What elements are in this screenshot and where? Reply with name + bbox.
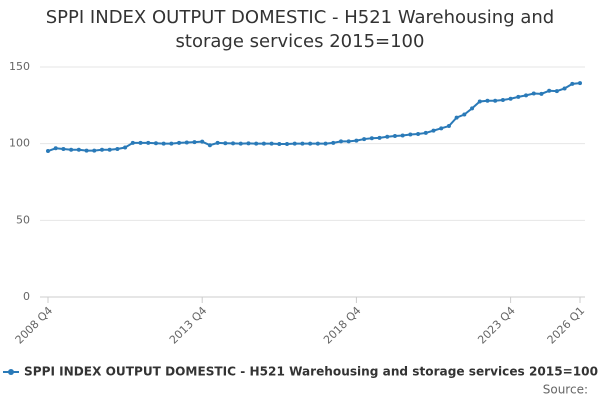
point: [562, 86, 567, 91]
point: [439, 126, 444, 131]
point: [508, 96, 513, 101]
point: [547, 88, 552, 93]
point: [115, 147, 120, 152]
point: [554, 89, 559, 94]
point: [69, 147, 74, 152]
point: [138, 140, 143, 145]
point: [578, 81, 582, 86]
point: [485, 98, 490, 103]
chart-title: SPPI INDEX OUTPUT DOMESTIC - H521 Wareho…: [45, 7, 555, 52]
point: [362, 137, 367, 142]
point: [254, 141, 259, 146]
point: [331, 140, 336, 145]
point: [477, 99, 482, 104]
point: [92, 148, 97, 153]
point: [400, 133, 405, 138]
source: Source:: [543, 383, 588, 397]
point: [84, 148, 89, 153]
point: [223, 141, 228, 146]
point: [516, 94, 521, 99]
point: [99, 147, 104, 152]
point: [369, 136, 374, 141]
point: [354, 138, 359, 143]
y-tick-label: 50: [16, 213, 30, 226]
y-tick-label: 100: [9, 137, 30, 150]
point: [408, 132, 413, 137]
point: [46, 149, 50, 154]
x-tick-label: 2023 Q4: [475, 304, 518, 347]
point: [500, 97, 505, 102]
point: [454, 115, 459, 120]
x-tick-label: 2026 Q1: [545, 304, 588, 347]
point: [377, 135, 382, 140]
point: [231, 141, 236, 146]
point: [261, 141, 266, 146]
point: [338, 139, 343, 144]
point: [446, 124, 451, 129]
x-tick-label: 2008 Q4: [13, 304, 56, 347]
point: [292, 141, 297, 146]
point: [215, 140, 220, 145]
x-tick-label: 2018 Q4: [321, 304, 364, 347]
point: [531, 91, 536, 96]
point: [524, 93, 529, 98]
y-tick-label: 150: [9, 60, 30, 73]
point: [153, 141, 158, 146]
point: [570, 81, 575, 86]
point: [184, 140, 189, 145]
point: [61, 147, 66, 152]
point: [285, 141, 290, 146]
point: [269, 141, 274, 146]
point: [200, 139, 205, 144]
point: [277, 141, 282, 146]
point: [53, 146, 58, 151]
point: [385, 134, 390, 139]
point: [462, 112, 467, 117]
point: [539, 91, 544, 96]
point: [169, 141, 174, 146]
point: [346, 139, 351, 144]
point: [192, 140, 197, 145]
point: [107, 147, 112, 152]
point: [470, 106, 475, 111]
legend-marker: [8, 369, 14, 375]
point: [130, 140, 135, 145]
point: [493, 98, 498, 103]
point: [207, 143, 212, 148]
point: [423, 130, 428, 135]
point: [416, 132, 421, 137]
point: [177, 140, 182, 145]
legend-label: SPPI INDEX OUTPUT DOMESTIC - H521 Wareho…: [24, 365, 598, 379]
point: [300, 141, 305, 146]
point: [323, 141, 328, 146]
point: [431, 128, 436, 133]
point: [146, 140, 151, 145]
point: [161, 141, 166, 146]
line: [47, 82, 581, 152]
point: [123, 145, 128, 150]
point: [76, 147, 81, 152]
y-tick-label: 0: [23, 290, 30, 303]
x-tick-label: 2013 Q4: [167, 304, 210, 347]
point: [308, 141, 313, 146]
point: [246, 141, 251, 146]
point: [392, 134, 397, 138]
point: [315, 141, 320, 146]
point: [238, 141, 243, 146]
